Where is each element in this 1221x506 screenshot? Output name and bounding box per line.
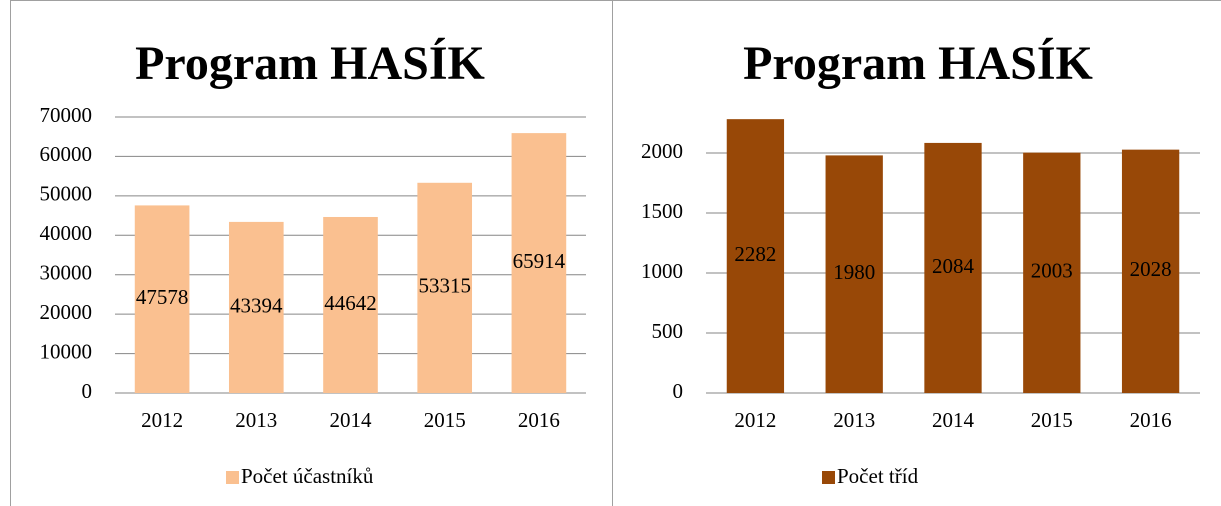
bar [1023, 152, 1081, 393]
x-tick-label: 2014 [932, 408, 975, 432]
data-label: 2028 [1130, 257, 1172, 281]
bar [511, 133, 567, 393]
legend-swatch [822, 471, 835, 484]
y-tick-label: 1500 [641, 199, 683, 223]
legend-label: Počet účastníků [241, 464, 374, 488]
bar [417, 182, 473, 393]
x-tick-label: 2016 [1130, 408, 1172, 432]
data-label: 47578 [136, 285, 189, 309]
y-tick-label: 500 [652, 319, 684, 343]
data-label: 65914 [513, 249, 566, 273]
bar [825, 155, 883, 393]
bar [1121, 149, 1180, 393]
y-tick-label: 0 [673, 379, 684, 403]
y-tick-label: 2000 [641, 139, 683, 163]
x-tick-label: 2015 [1031, 408, 1073, 432]
bar [134, 205, 190, 393]
x-tick-label: 2013 [833, 408, 875, 432]
y-tick-label: 1000 [641, 259, 683, 283]
y-tick-label: 70000 [40, 103, 93, 127]
y-tick-label: 0 [82, 379, 93, 403]
x-tick-label: 2012 [734, 408, 776, 432]
y-tick-label: 10000 [40, 339, 93, 363]
x-tick-label: 2016 [518, 408, 560, 432]
data-label: 2282 [734, 242, 776, 266]
y-tick-label: 50000 [40, 182, 93, 206]
chart-title: Program HASÍK [135, 37, 485, 90]
x-tick-label: 2014 [330, 408, 373, 432]
bar [323, 216, 378, 393]
bar [924, 142, 982, 393]
y-tick-label: 40000 [40, 221, 93, 245]
data-label: 44642 [324, 291, 377, 315]
chart-title: Program HASÍK [743, 37, 1093, 90]
x-tick-label: 2015 [424, 408, 466, 432]
data-label: 1980 [833, 260, 875, 284]
bar [228, 221, 284, 393]
y-tick-label: 30000 [40, 261, 93, 285]
y-tick-label: 60000 [40, 142, 93, 166]
legend-swatch [226, 471, 239, 484]
data-label: 2084 [932, 254, 975, 278]
x-tick-label: 2013 [235, 408, 277, 432]
data-label: 2003 [1031, 259, 1073, 283]
bar [726, 119, 785, 393]
legend-label: Počet tříd [837, 464, 919, 488]
y-tick-label: 20000 [40, 300, 93, 324]
data-label: 43394 [230, 293, 283, 317]
x-tick-label: 2012 [141, 408, 183, 432]
data-label: 53315 [418, 274, 471, 298]
